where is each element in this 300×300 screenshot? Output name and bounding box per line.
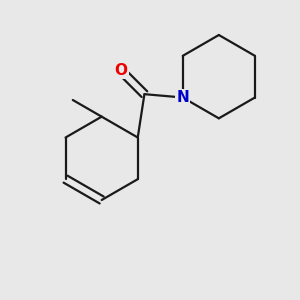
Text: O: O — [114, 63, 127, 78]
Text: N: N — [176, 90, 189, 105]
